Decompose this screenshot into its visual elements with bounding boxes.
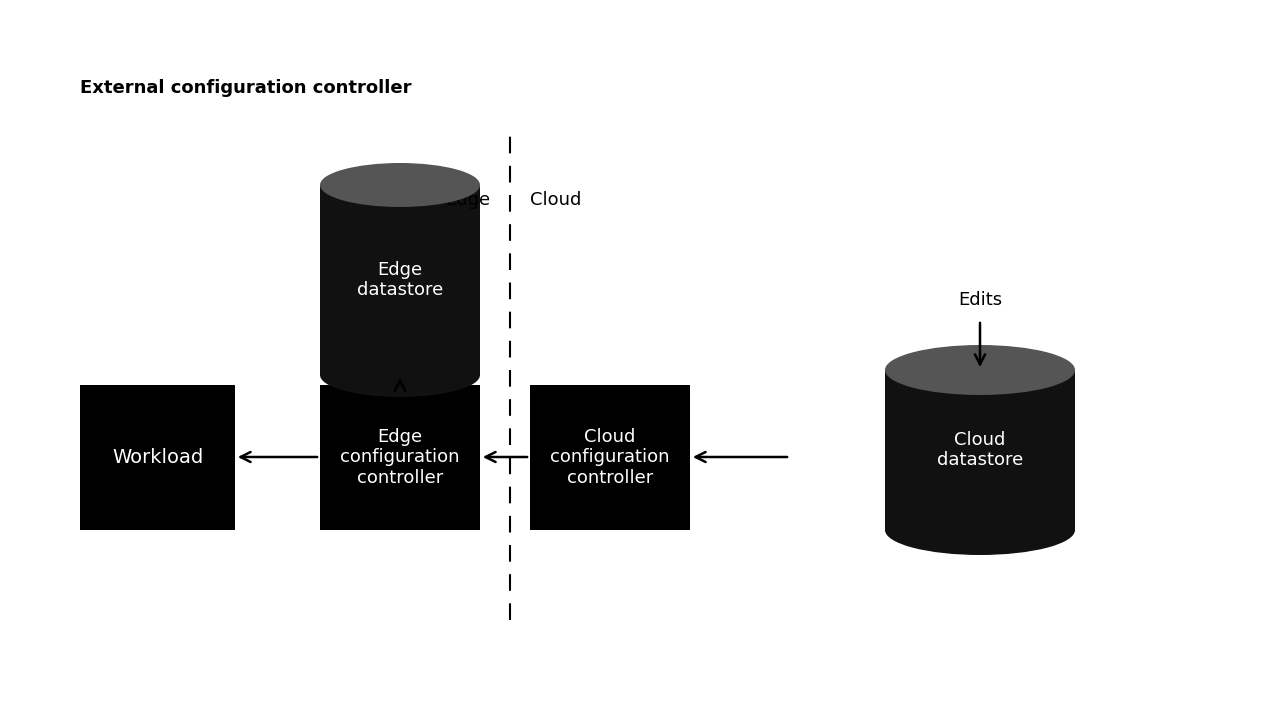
Text: Workload: Workload <box>111 448 204 467</box>
Bar <box>320 385 480 530</box>
Bar <box>884 370 1075 530</box>
Ellipse shape <box>320 353 480 397</box>
Text: External configuration controller: External configuration controller <box>79 79 411 97</box>
Text: Cloud: Cloud <box>530 191 581 209</box>
Ellipse shape <box>884 505 1075 555</box>
Bar <box>530 385 690 530</box>
Text: Cloud
configuration
controller: Cloud configuration controller <box>550 428 669 487</box>
Text: Edits: Edits <box>957 291 1002 309</box>
Bar <box>320 185 480 375</box>
Text: Edge
datastore: Edge datastore <box>357 261 443 300</box>
Text: Cloud
datastore: Cloud datastore <box>937 431 1023 469</box>
Ellipse shape <box>884 345 1075 395</box>
Ellipse shape <box>320 163 480 207</box>
Bar <box>79 385 236 530</box>
Text: Edge
configuration
controller: Edge configuration controller <box>340 428 460 487</box>
Text: Edge: Edge <box>445 191 490 209</box>
